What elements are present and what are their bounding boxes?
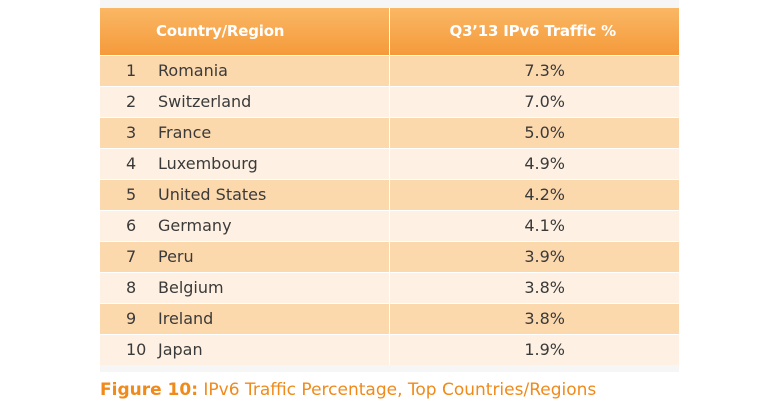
rank-cell: 9 bbox=[100, 302, 156, 334]
country-cell: United States bbox=[156, 178, 390, 210]
traffic-value-cell: 4.1% bbox=[388, 209, 680, 241]
table-row: 7 Peru 3.9% bbox=[100, 240, 680, 272]
traffic-value-cell: 3.8% bbox=[388, 271, 680, 303]
header-row: Country/Region Q3’13 IPv6 Traffic % bbox=[100, 8, 680, 55]
traffic-value-cell: 4.2% bbox=[388, 178, 680, 210]
traffic-value-cell: 7.0% bbox=[388, 85, 680, 117]
figure-caption-text: IPv6 Traffic Percentage, Top Countries/R… bbox=[203, 380, 597, 400]
traffic-value-cell: 4.9% bbox=[388, 147, 680, 179]
table-row: 3 France 5.0% bbox=[100, 116, 680, 148]
rank-cell: 5 bbox=[100, 178, 156, 210]
traffic-value-cell: 3.8% bbox=[388, 302, 680, 334]
rank-cell: 3 bbox=[100, 116, 156, 148]
figure-label: Figure 10: bbox=[100, 380, 198, 400]
table-row: 2 Switzerland 7.0% bbox=[100, 85, 680, 117]
table-row: 6 Germany 4.1% bbox=[100, 209, 680, 241]
column-header-country: Country/Region bbox=[100, 8, 390, 55]
rank-cell: 2 bbox=[100, 85, 156, 117]
ipv6-traffic-table-container: Country/Region Q3’13 IPv6 Traffic % 1 Rom… bbox=[100, 8, 680, 365]
country-cell: Peru bbox=[156, 240, 390, 272]
table-body: 1 Romania 7.3% 2 Switzerland 7.0% 3 France 5.0% 4… bbox=[100, 54, 680, 365]
country-cell: Luxembourg bbox=[156, 147, 390, 179]
country-cell: Switzerland bbox=[156, 85, 390, 117]
traffic-value-cell: 1.9% bbox=[388, 333, 680, 365]
table-row: 4 Luxembourg 4.9% bbox=[100, 147, 680, 179]
traffic-value-cell: 5.0% bbox=[388, 116, 680, 148]
table-header: Country/Region Q3’13 IPv6 Traffic % bbox=[100, 8, 680, 55]
country-cell: Germany bbox=[156, 209, 390, 241]
rank-cell: 7 bbox=[100, 240, 156, 272]
table-row: 9 Ireland 3.8% bbox=[100, 302, 680, 334]
country-cell: Romania bbox=[156, 54, 390, 86]
traffic-value-cell: 3.9% bbox=[388, 240, 680, 272]
country-cell: Japan bbox=[156, 333, 390, 365]
rank-cell: 4 bbox=[100, 147, 156, 179]
table-row: 10 Japan 1.9% bbox=[100, 333, 680, 365]
table-row: 8 Belgium 3.8% bbox=[100, 271, 680, 303]
country-cell: France bbox=[156, 116, 390, 148]
rank-cell: 8 bbox=[100, 271, 156, 303]
traffic-value-cell: 7.3% bbox=[388, 54, 680, 86]
rank-cell: 1 bbox=[100, 54, 156, 86]
ipv6-traffic-table: Country/Region Q3’13 IPv6 Traffic % 1 Rom… bbox=[100, 8, 680, 365]
rank-cell: 10 bbox=[100, 333, 156, 365]
table-row: 5 United States 4.2% bbox=[100, 178, 680, 210]
country-cell: Ireland bbox=[156, 302, 390, 334]
rank-cell: 6 bbox=[100, 209, 156, 241]
table-row: 1 Romania 7.3% bbox=[100, 54, 680, 86]
figure-caption: Figure 10: IPv6 Traffic Percentage, Top … bbox=[100, 380, 596, 400]
country-cell: Belgium bbox=[156, 271, 390, 303]
column-header-traffic: Q3’13 IPv6 Traffic % bbox=[388, 8, 680, 55]
